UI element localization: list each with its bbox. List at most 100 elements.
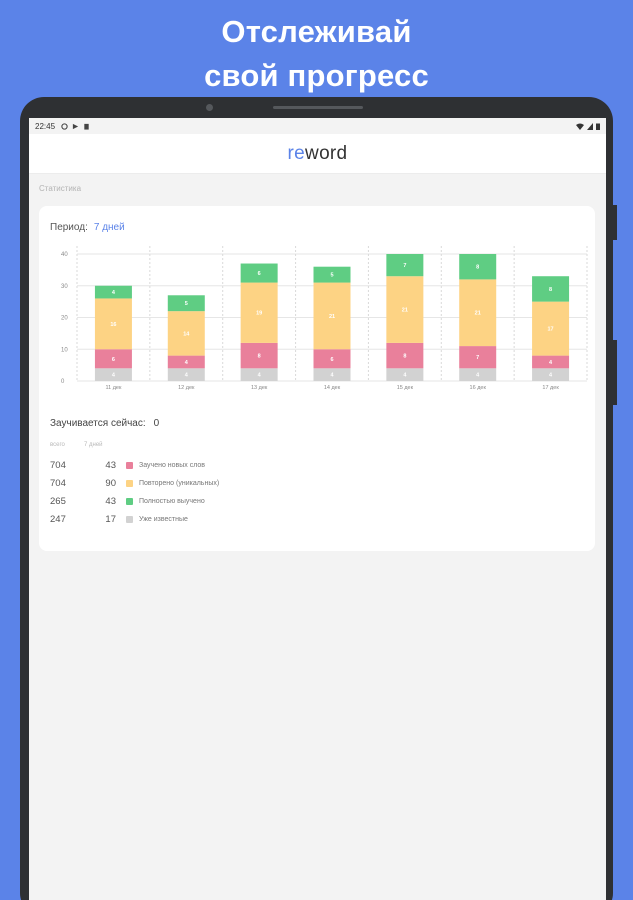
legend-swatch: [126, 497, 133, 505]
data-label: 21: [475, 311, 481, 317]
bar-segment: [386, 368, 424, 381]
status-time: 22:45: [35, 121, 56, 131]
period-value[interactable]: 7 дней: [93, 222, 125, 233]
bar-segment: [532, 355, 570, 369]
period-label: Период:: [50, 222, 88, 233]
data-label: 6: [258, 271, 261, 277]
legend-swatch: [126, 461, 133, 469]
data-label: 8: [403, 354, 406, 360]
data-label: 4: [112, 290, 116, 296]
stat-period: 17: [105, 513, 116, 525]
stats-legend: 704 43 Заучено новых слов 704 90 Повторено (у…: [50, 456, 219, 528]
stats-row: 704 90 Повторено (уникальных): [50, 474, 219, 492]
bar-segment: [167, 355, 205, 369]
bar-segment: [459, 346, 497, 369]
header-period: 7 дней: [84, 442, 103, 448]
promo-headline: Отслеживай свой прогресс: [0, 10, 633, 98]
bar-segment: [240, 282, 278, 343]
bar-segment: [459, 368, 497, 381]
data-label: 6: [112, 357, 115, 363]
x-tick-label: 16 дек: [470, 385, 487, 391]
data-label: 4: [549, 373, 553, 379]
bar-segment: [313, 266, 351, 283]
data-label: 8: [476, 265, 479, 271]
clipboard-icon: [84, 123, 89, 130]
data-label: 4: [112, 373, 116, 379]
data-label: 19: [256, 311, 262, 317]
data-label: 4: [549, 360, 553, 366]
bar-segment: [240, 368, 278, 381]
legend-label: Заучено новых слов: [139, 461, 206, 469]
data-label: 21: [329, 314, 335, 320]
x-tick-label: 15 дек: [397, 385, 414, 391]
camera-icon: [206, 104, 213, 111]
bar-segment: [94, 368, 132, 381]
bar-segment: [386, 276, 424, 343]
app-logo: reword: [287, 142, 348, 164]
stats-row: 247 17 Уже известные: [50, 510, 219, 528]
promo-line-1: Отслеживай: [221, 14, 412, 49]
data-label: 5: [330, 273, 333, 279]
promo-line-2: свой прогресс: [204, 58, 429, 93]
data-label: 6: [330, 357, 333, 363]
bar-segment: [313, 368, 351, 381]
volume-button: [613, 205, 617, 240]
x-tick-label: 17 дек: [542, 385, 559, 391]
y-tick-label: 40: [61, 252, 68, 258]
bar-segment: [459, 279, 497, 347]
learning-label: Заучивается сейчас:: [50, 418, 146, 429]
section-title: Статистика: [39, 184, 82, 193]
y-tick-label: 20: [61, 316, 68, 322]
bar-segment: [386, 342, 424, 369]
app-screen: 22:45 reword Статистика Период: 7 дней 0 1…: [29, 118, 606, 900]
stats-card: Период: 7 дней 0 10 20 30 40 4 6 16 4 11 дек 4 4 14 5 1…: [39, 206, 595, 551]
data-label: 8: [258, 354, 261, 360]
progress-bar-chart: 0 10 20 30 40 4 6 16 4 11 дек 4 4 14 5 12 дек 4 8 19 6 13 д…: [61, 246, 588, 391]
learning-value: 0: [153, 418, 160, 429]
data-label: 17: [548, 327, 554, 333]
stat-total: 247: [50, 513, 66, 525]
data-label: 5: [185, 301, 188, 307]
bar-segment: [94, 285, 132, 299]
legend-label: Полностью выучено: [139, 497, 205, 505]
data-label: 4: [185, 373, 189, 379]
bar-segment: [94, 298, 132, 350]
signal-icon: [587, 122, 593, 130]
stat-period: 43: [105, 495, 116, 507]
bar-segment: [167, 368, 205, 381]
legend-label: Повторено (уникальных): [139, 479, 220, 487]
data-label: 7: [403, 263, 406, 269]
x-tick-label: 11 дек: [105, 385, 122, 391]
stat-total: 704: [50, 459, 66, 471]
stats-row: 265 43 Полностью выучено: [50, 492, 219, 510]
data-label: 14: [183, 331, 190, 337]
data-label: 4: [476, 373, 480, 379]
bar-segment: [532, 301, 570, 356]
period-selector[interactable]: Период: 7 дней: [50, 222, 125, 233]
bar-segment: [240, 263, 278, 283]
battery-icon: [596, 123, 600, 130]
stat-total: 704: [50, 477, 66, 489]
data-label: 16: [110, 322, 116, 328]
bar-segment: [240, 342, 278, 369]
bar-segment: [532, 368, 570, 381]
location-icon: [72, 123, 79, 129]
data-label: 4: [403, 373, 407, 379]
sync-icon: [61, 122, 68, 130]
data-label: 8: [549, 287, 552, 293]
app-bar: reword: [29, 134, 606, 174]
legend-swatch: [126, 479, 133, 487]
header-total: всего: [50, 442, 65, 448]
data-label: 21: [402, 308, 408, 314]
bar-segment: [313, 282, 351, 350]
bar-segment: [167, 311, 205, 356]
x-tick-label: 14 дек: [324, 385, 341, 391]
stat-total: 265: [50, 495, 66, 507]
data-label: 4: [330, 373, 334, 379]
stats-row: 704 43 Заучено новых слов: [50, 456, 219, 474]
x-tick-label: 13 дек: [251, 385, 268, 391]
stat-period: 43: [105, 459, 116, 471]
bar-segment: [532, 276, 570, 302]
power-button: [613, 340, 617, 405]
bar-segment: [386, 254, 424, 277]
